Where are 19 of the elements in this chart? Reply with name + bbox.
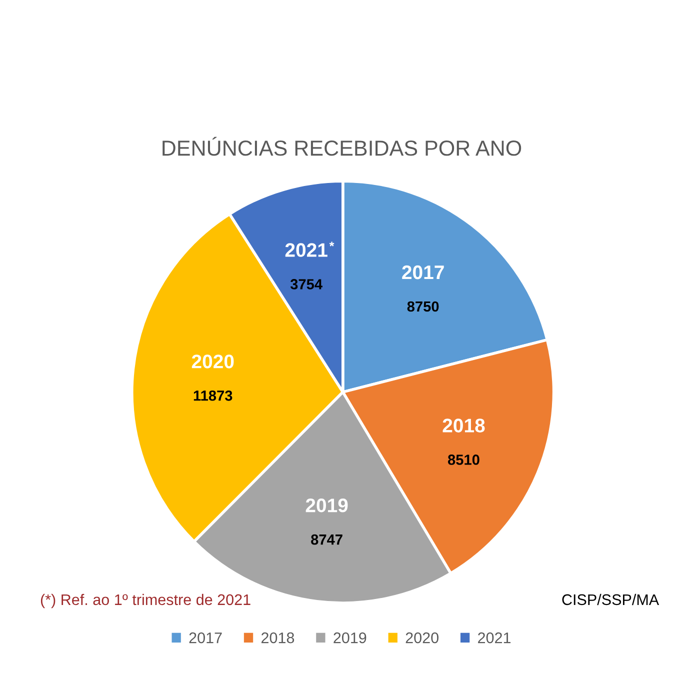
text: (*) Ref. ao 1º trimestre de 2021 bbox=[40, 594, 250, 608]
slice-label: 2018 bbox=[442, 418, 485, 432]
legend-label: 2020 bbox=[406, 632, 438, 644]
legend-label: 2021 bbox=[478, 632, 511, 644]
data-label: 8747 bbox=[311, 534, 342, 545]
data-label: 3754 bbox=[290, 279, 322, 290]
slice-label: 2020 bbox=[192, 354, 234, 368]
slice-label: 2021 bbox=[285, 243, 328, 257]
data-label: 11873 bbox=[194, 390, 232, 401]
legend-label: 2019 bbox=[334, 632, 366, 644]
data-label: 8750 bbox=[407, 301, 439, 312]
data-label: 8510 bbox=[448, 454, 480, 465]
slice-label: 2019 bbox=[306, 498, 348, 512]
slice-label: 2017 bbox=[402, 265, 444, 280]
legend-label: 2018 bbox=[262, 632, 294, 644]
text: CISP/SSP/MA bbox=[562, 594, 660, 606]
legend-label: 2017 bbox=[189, 632, 222, 644]
chart-title: DENÚNCIAS RECEBIDAS POR ANO bbox=[162, 136, 522, 156]
text: * bbox=[329, 242, 334, 246]
